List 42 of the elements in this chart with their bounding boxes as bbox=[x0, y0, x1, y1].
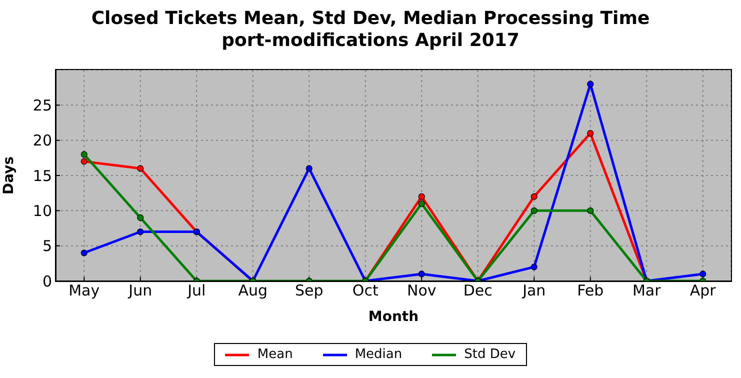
x-tick-label: Apr bbox=[690, 282, 717, 300]
point bbox=[587, 130, 594, 137]
y-tick-label: 15 bbox=[32, 166, 52, 185]
x-tick-label: Oct bbox=[352, 282, 378, 300]
y-axis-title: Days bbox=[0, 156, 17, 195]
point bbox=[80, 151, 88, 158]
x-tick-label: Aug bbox=[238, 282, 268, 300]
x-tick-label: Jun bbox=[128, 282, 152, 300]
x-tick-label: Dec bbox=[463, 282, 492, 300]
x-tick-label: Mar bbox=[632, 282, 662, 300]
x-tick-label: May bbox=[68, 282, 100, 300]
point bbox=[137, 165, 144, 172]
legend-label: Median bbox=[354, 347, 402, 362]
y-tick-label: 10 bbox=[32, 202, 52, 220]
point bbox=[530, 264, 538, 270]
point bbox=[530, 193, 538, 200]
legend-label: Std Dev bbox=[464, 347, 516, 362]
chart-title: Closed Tickets Mean, Std Dev, Median Processing Time bbox=[90, 8, 651, 30]
point bbox=[306, 165, 312, 172]
chart-subtitle: port-modifications April 2017 bbox=[220, 30, 520, 52]
point bbox=[587, 80, 594, 88]
y-tick-label: 25 bbox=[32, 96, 52, 114]
point bbox=[80, 158, 88, 165]
point bbox=[418, 193, 425, 200]
y-tick-label: 20 bbox=[32, 132, 52, 150]
x-tick-label: Sep bbox=[294, 282, 324, 300]
x-tick-label: Jul bbox=[186, 282, 206, 300]
point bbox=[418, 200, 425, 207]
point bbox=[137, 214, 144, 221]
x-tick-label: Jan bbox=[522, 282, 546, 300]
y-tick-label: 5 bbox=[42, 237, 52, 256]
point bbox=[700, 270, 706, 278]
point bbox=[418, 270, 425, 278]
legend-label: Mean bbox=[257, 347, 293, 362]
x-tick-label: Feb bbox=[577, 282, 604, 300]
point bbox=[137, 228, 144, 236]
point bbox=[587, 207, 594, 214]
x-axis-title: Month bbox=[368, 309, 419, 325]
point bbox=[80, 250, 88, 256]
point bbox=[530, 207, 538, 214]
x-tick-label: Nov bbox=[406, 282, 436, 300]
y-tick-label: 0 bbox=[42, 272, 52, 290]
